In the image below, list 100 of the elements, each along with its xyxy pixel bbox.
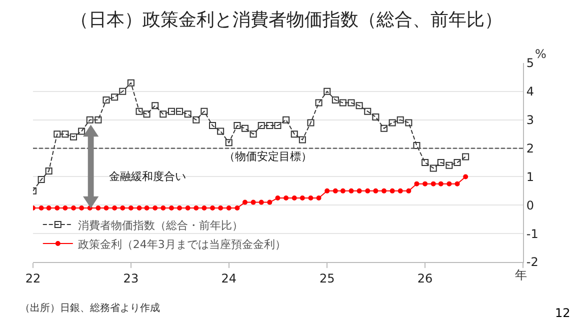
point [217, 128, 224, 135]
point [406, 188, 412, 194]
point [292, 196, 297, 201]
x-tick-label: 26 [417, 271, 433, 286]
point [275, 196, 280, 201]
point [332, 96, 339, 104]
point [46, 205, 52, 210]
y-tick-label: 0 [526, 198, 534, 212]
point [241, 124, 248, 132]
point [225, 139, 232, 146]
point [185, 205, 190, 210]
y-tick-label: 3 [526, 113, 534, 128]
point [364, 108, 372, 115]
point [332, 188, 338, 194]
point [422, 159, 429, 166]
point [200, 108, 208, 115]
point [120, 205, 126, 210]
y-tick-label: -2 [526, 255, 538, 270]
point [382, 188, 386, 194]
point [430, 181, 436, 186]
y-tick-label: 1 [526, 170, 534, 184]
point [267, 200, 272, 205]
point [437, 159, 444, 166]
text: （出所）日銀、総務省より作成 [20, 302, 160, 314]
text: 12 [555, 306, 570, 320]
point [250, 200, 256, 205]
point [405, 119, 412, 126]
point [340, 188, 346, 194]
point [454, 159, 461, 166]
point [258, 200, 264, 205]
point [274, 122, 282, 130]
y-tick-label: 2 [526, 141, 534, 156]
point [308, 196, 314, 201]
point [356, 188, 362, 194]
point [290, 130, 298, 138]
point [463, 174, 468, 180]
point [71, 205, 76, 210]
point [62, 205, 68, 210]
point [96, 205, 101, 210]
point [396, 116, 404, 124]
point [38, 176, 45, 184]
point [348, 99, 355, 106]
point [315, 99, 322, 106]
chart-title: （日本）政策金利と消費者物価指数（総合、前年比） [70, 10, 502, 31]
point [234, 205, 240, 210]
point [438, 181, 444, 186]
point [168, 108, 175, 115]
point [356, 102, 363, 110]
point [45, 168, 52, 175]
point [390, 188, 395, 194]
point [38, 205, 44, 210]
point [242, 200, 248, 205]
point [372, 114, 380, 121]
point [112, 205, 118, 210]
point [86, 116, 94, 124]
point [373, 188, 378, 194]
point [284, 196, 289, 201]
point [413, 142, 420, 149]
point [422, 181, 428, 186]
y-tick-label: -1 [526, 226, 538, 241]
x-axis-title: 年 [515, 268, 527, 282]
point [324, 188, 330, 194]
legend-label: 政策金利（24年3月までは当座預金金利） [78, 238, 286, 251]
point [143, 110, 150, 118]
y-tick-label: 5 [526, 56, 534, 70]
point [250, 130, 257, 138]
point [462, 153, 470, 160]
point [128, 205, 134, 210]
point [119, 88, 126, 95]
point [398, 188, 403, 194]
point [62, 130, 69, 138]
point [160, 205, 166, 210]
point [176, 108, 184, 115]
point [70, 133, 78, 140]
x-tick-label: 24 [221, 271, 237, 286]
point [282, 116, 290, 124]
y-tick-label: 4 [526, 84, 534, 99]
point [194, 205, 199, 210]
point [104, 205, 109, 210]
point [202, 205, 207, 210]
point [226, 205, 232, 210]
point [316, 196, 322, 201]
point [218, 205, 224, 210]
point [152, 205, 158, 210]
point [446, 181, 452, 186]
point [168, 205, 174, 210]
point [136, 205, 142, 210]
point [184, 110, 192, 118]
point [348, 188, 354, 194]
point [192, 116, 200, 124]
point [78, 128, 86, 135]
point [144, 205, 150, 210]
point [258, 122, 265, 130]
point [127, 79, 134, 86]
point [54, 205, 60, 210]
point [177, 205, 182, 210]
point [446, 162, 453, 169]
point [234, 122, 241, 130]
point [365, 188, 370, 194]
point [339, 99, 346, 106]
